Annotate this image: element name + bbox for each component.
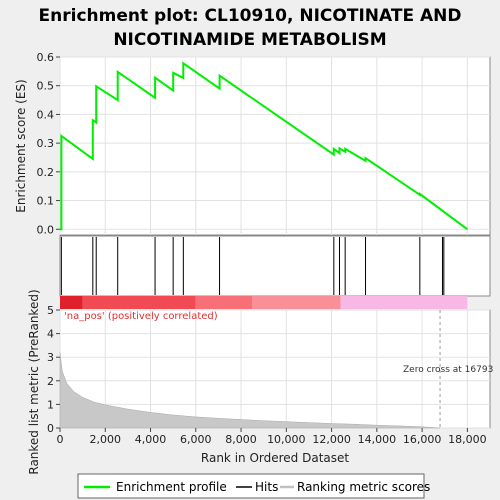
metric-y-tick-label: 0	[47, 422, 54, 435]
legend-box	[77, 473, 425, 499]
es-y-tick-label: 0.2	[37, 166, 55, 179]
x-tick-label: 2,000	[90, 433, 122, 446]
hits-panel	[59, 235, 491, 297]
x-tick-label: 6,000	[180, 433, 212, 446]
metric-y-tick-label: 3	[47, 351, 54, 364]
positive-correlation-label: 'na_pos' (positively correlated)	[64, 311, 218, 322]
es-y-tick-label: 0.0	[37, 223, 55, 236]
legend-ranking-metric-scores: Ranking metric scores	[297, 480, 430, 494]
x-tick-label: 8,000	[225, 433, 257, 446]
chart-title-line-2: NICOTINAMIDE METABOLISM	[113, 30, 386, 50]
x-tick-label: 10,000	[267, 433, 306, 446]
rank-color-band	[60, 296, 468, 309]
x-axis-label: Rank in Ordered Dataset	[201, 451, 349, 465]
x-axis: 0 2,000 4,000 6,000 8,000 10,000 12,000 14,000 1…	[57, 428, 487, 446]
legend-hits: Hits	[255, 480, 278, 494]
rank-band-segment	[252, 296, 341, 309]
enrichment-profile-line	[60, 61, 468, 231]
metric-y-tick-label: 5	[47, 304, 54, 317]
metric-y-tick-label: 4	[47, 328, 54, 341]
legend-enrichment-profile: Enrichment profile	[116, 480, 227, 494]
x-tick-label: 14,000	[358, 433, 397, 446]
hits-marks	[60, 237, 445, 295]
es-y-tick-label: 0.3	[37, 137, 55, 150]
zero-cross-label: Zero cross at 16793	[403, 365, 493, 375]
rank-band-segment	[60, 296, 83, 309]
es-y-tick-label: 0.1	[37, 195, 55, 208]
chart-title-line-1: Enrichment plot: CL10910, NICOTINATE AND	[39, 6, 462, 26]
metric-y-tick-label: 2	[47, 375, 54, 388]
es-y-tick-label: 0.6	[37, 51, 55, 64]
metric-y-axis-label: Ranked list metric (PreRanked)	[27, 289, 41, 474]
x-tick-label: 18,000	[448, 433, 487, 446]
x-tick-label: 12,000	[312, 433, 351, 446]
es-panel	[59, 56, 491, 236]
rank-band-segment	[195, 296, 253, 309]
es-y-axis: 0.0 0.1 0.2 0.3 0.4 0.5 0.6	[37, 51, 60, 236]
es-y-tick-label: 0.4	[37, 108, 55, 121]
metric-y-axis: 0 1 2 3 4 5	[47, 304, 60, 435]
es-y-axis-label: Enrichment score (ES)	[14, 79, 28, 212]
rank-band-segment	[340, 296, 468, 309]
es-y-tick-label: 0.5	[37, 80, 55, 93]
x-tick-label: 4,000	[135, 433, 167, 446]
rank-band-segment	[82, 296, 196, 309]
metric-y-tick-label: 1	[47, 398, 54, 411]
metric-panel	[59, 309, 491, 429]
ranking-metric-area	[59, 352, 441, 429]
x-tick-label: 0	[57, 433, 64, 446]
x-tick-label: 16,000	[403, 433, 442, 446]
